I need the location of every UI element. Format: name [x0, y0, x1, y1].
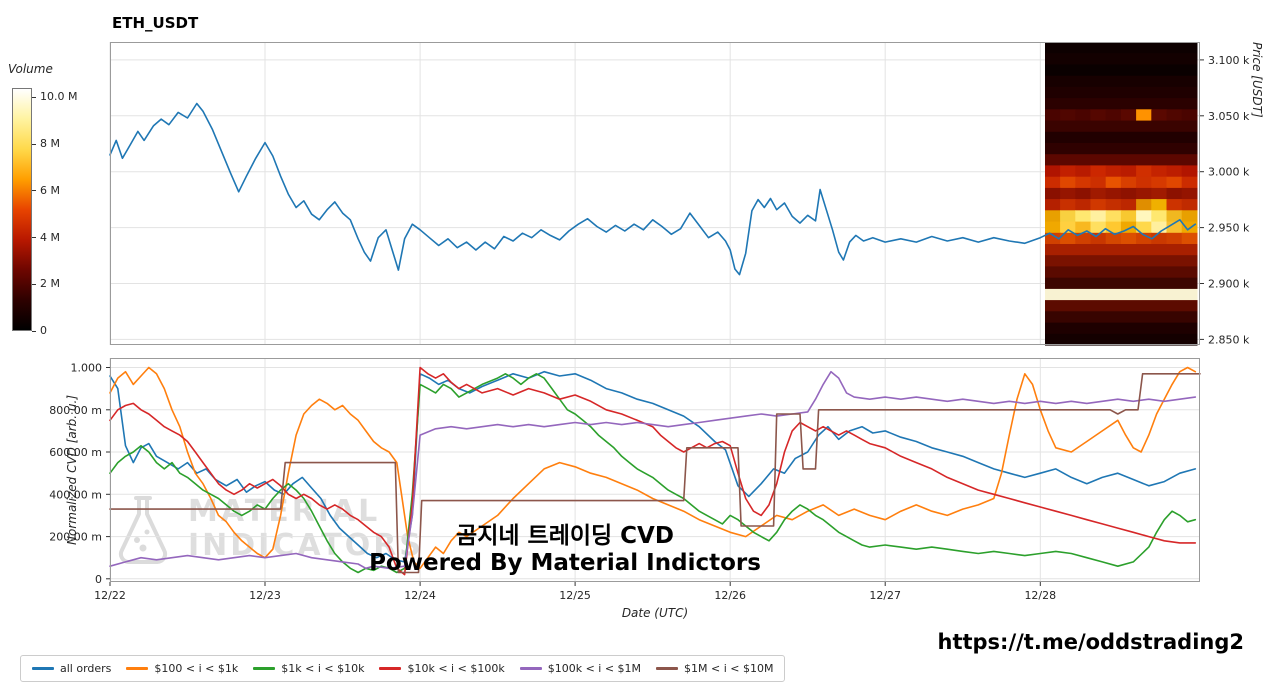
legend-item: $1M < i < $10M: [656, 662, 773, 675]
legend-swatch: [379, 667, 402, 670]
cvd-tick-label: 600.00 m: [49, 446, 102, 459]
price-tick-label: 2.900 k: [1208, 278, 1250, 291]
legend-item: $100 < i < $1k: [126, 662, 238, 675]
material-indicators-flask-icon: [118, 496, 168, 565]
colorbar-tick-label: 8 M: [40, 137, 60, 151]
plot-border: [110, 42, 1200, 345]
plot-border: [110, 358, 1200, 582]
colorbar-tick-mark: [32, 237, 36, 239]
legend-label: $100 < i < $1k: [154, 662, 239, 675]
legend-label: $10k < i < $100k: [407, 662, 505, 675]
date-tick-label: 12/28: [1024, 589, 1056, 602]
series-line-1m-i-10m: [109, 373, 1201, 574]
colorbar-tick-label: 2 M: [40, 277, 60, 291]
series-line-100-i-1k: [109, 366, 1197, 570]
price-tick-label: 2.850 k: [1208, 333, 1250, 346]
legend-swatch: [253, 667, 276, 670]
legend-swatch: [519, 667, 542, 670]
price-axis-label: Price [USDT]: [1250, 42, 1264, 118]
price-tick-label: 3.100 k: [1208, 54, 1250, 67]
legend-item: $1k < i < $10k: [253, 662, 364, 675]
legend-item: $100k < i < $1M: [519, 662, 642, 675]
cvd-tick-label: 0: [95, 573, 102, 586]
colorbar-tick-mark: [32, 283, 36, 285]
series-line-100k-i-1m: [109, 370, 1197, 570]
legend-swatch: [126, 667, 149, 670]
price-volume-chart: 3.100 k 3.050 k 3.000 k 2.950 k 2.900 k 2.850…: [109, 42, 1250, 346]
colorbar-tick-label: 10.0 M: [40, 90, 78, 104]
price-tick-label: 3.050 k: [1208, 110, 1250, 123]
legend-label: $1k < i < $10k: [281, 662, 365, 675]
cvd-tick-label: 200.00 m: [49, 531, 102, 544]
date-axis-label: Date (UTC): [621, 606, 689, 620]
axis-ticks: 1.000 800.00 m 600.00 m 400.00 m 200.00 m 0 12…: [49, 362, 1056, 603]
series-line-10k-i-100k: [109, 366, 1197, 576]
colorbar-tick-mark: [32, 330, 36, 332]
volume-colorbar-label: Volume: [8, 62, 53, 76]
cvd-chart: 1.000 800.00 m 600.00 m 400.00 m 200.00 m 0 12…: [49, 358, 1201, 602]
telegram-url: https://t.me/oddstrading2: [937, 630, 1245, 654]
volume-profile-heatmap: [1045, 42, 1198, 346]
price-tick-label: 3.000 k: [1208, 166, 1250, 179]
colorbar-tick-mark: [32, 96, 36, 98]
legend-item: $10k < i < $100k: [379, 662, 505, 675]
date-tick-label: 12/24: [404, 589, 436, 602]
date-tick-label: 12/25: [559, 589, 591, 602]
cvd-tick-label: 800.00 m: [49, 404, 102, 417]
series-line-eth-usdt-price: [109, 102, 1197, 276]
figure-title: ETH_USDT: [112, 14, 199, 32]
powered-by-overlay: Powered By Material Indictors: [369, 550, 761, 576]
colorbar-tick-mark: [32, 143, 36, 145]
legend-swatch: [656, 667, 679, 670]
date-tick-label: 12/23: [249, 589, 281, 602]
colorbar-tick-label: 4 M: [40, 230, 60, 244]
axis-ticks: 3.100 k 3.050 k 3.000 k 2.950 k 2.900 k 2.850…: [1200, 54, 1250, 346]
colorbar-tick-label: 0: [40, 324, 47, 337]
legend-label: all orders: [60, 662, 112, 675]
legend-label: $1M < i < $10M: [684, 662, 774, 675]
korean-title-overlay: 곰지네 트레이딩 CVD: [456, 523, 674, 549]
date-tick-label: 12/27: [869, 589, 901, 602]
legend-label: $100k < i < $1M: [547, 662, 642, 675]
volume-colorbar-ticks: 10.0 M 8 M 6 M 4 M 2 M 0: [32, 88, 92, 337]
gridlines: [109, 42, 1200, 345]
series-line-all-orders: [109, 370, 1197, 563]
cvd-tick-label: 400.00 m: [49, 488, 102, 501]
legend: all orders $100 < i < $1k $1k < i < $10k $1…: [20, 655, 786, 682]
cvd-tick-label: 1.000: [71, 362, 103, 375]
legend-item: all orders: [32, 662, 111, 675]
colorbar-tick-mark: [32, 190, 36, 192]
colorbar-tick-label: 6 M: [40, 183, 60, 197]
price-tick-label: 2.950 k: [1208, 222, 1250, 235]
date-tick-label: 12/22: [94, 589, 126, 602]
legend-swatch: [32, 667, 54, 670]
date-tick-label: 12/26: [714, 589, 746, 602]
volume-colorbar: [12, 88, 32, 331]
